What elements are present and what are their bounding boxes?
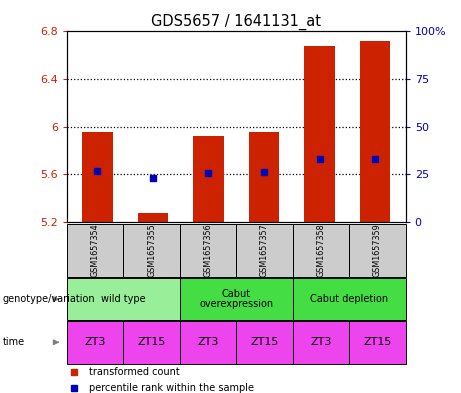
Bar — [293, 224, 349, 277]
Text: GSM1657354: GSM1657354 — [90, 224, 100, 277]
Text: GSM1657357: GSM1657357 — [260, 224, 269, 277]
Bar — [236, 321, 293, 364]
Title: GDS5657 / 1641131_at: GDS5657 / 1641131_at — [151, 14, 321, 30]
Text: ZT3: ZT3 — [84, 337, 106, 347]
Text: GSM1657356: GSM1657356 — [203, 224, 213, 277]
Bar — [293, 321, 349, 364]
Text: Cabut depletion: Cabut depletion — [310, 294, 388, 304]
Text: ZT3: ZT3 — [197, 337, 219, 347]
Bar — [360, 41, 390, 222]
Text: GSM1657358: GSM1657358 — [316, 224, 325, 277]
Bar — [180, 321, 236, 364]
Text: percentile rank within the sample: percentile rank within the sample — [89, 383, 254, 393]
Text: GSM1657359: GSM1657359 — [373, 224, 382, 277]
Bar — [236, 224, 293, 277]
Bar — [82, 132, 112, 222]
Bar — [304, 46, 335, 222]
Text: time: time — [2, 337, 24, 347]
Bar — [67, 224, 123, 277]
Text: ZT15: ZT15 — [250, 337, 279, 347]
Bar — [123, 224, 180, 277]
Bar — [138, 213, 168, 222]
Bar — [293, 278, 406, 320]
Bar — [123, 321, 180, 364]
Text: ZT3: ZT3 — [310, 337, 331, 347]
Text: genotype/variation: genotype/variation — [2, 294, 95, 304]
Text: GSM1657355: GSM1657355 — [147, 224, 156, 277]
Text: Cabut
overexpression: Cabut overexpression — [199, 289, 273, 309]
Bar — [349, 224, 406, 277]
Text: ZT15: ZT15 — [363, 337, 392, 347]
Text: ZT15: ZT15 — [137, 337, 166, 347]
Bar — [180, 224, 236, 277]
Bar — [180, 278, 293, 320]
Text: wild type: wild type — [101, 294, 146, 304]
Bar — [193, 136, 224, 222]
Bar — [67, 321, 123, 364]
Text: transformed count: transformed count — [89, 367, 180, 377]
Bar — [349, 321, 406, 364]
Bar — [249, 132, 279, 222]
Bar — [67, 278, 180, 320]
